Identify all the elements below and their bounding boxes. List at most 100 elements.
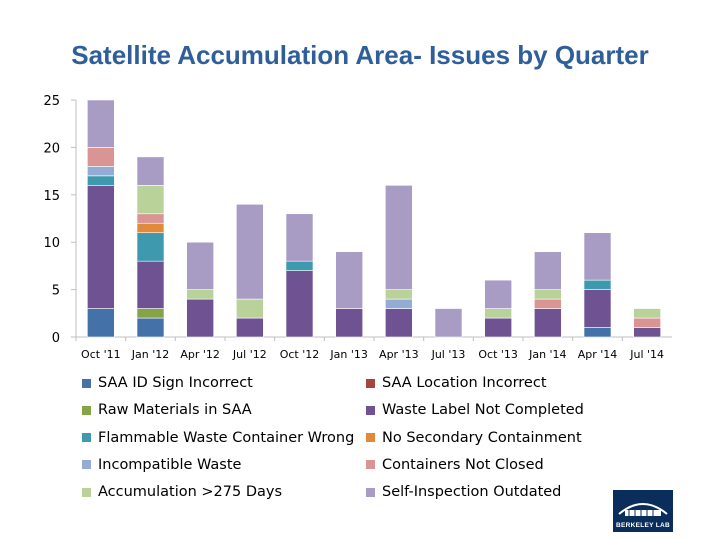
bar-segment xyxy=(583,289,612,328)
legend-item: No Secondary Containment xyxy=(366,428,582,448)
bar-segment xyxy=(136,308,165,319)
bar-segment xyxy=(136,317,165,338)
logo-text: BERKELEY LAB xyxy=(615,522,671,529)
bar-segment xyxy=(484,308,512,319)
y-tick-label: 5 xyxy=(52,284,60,299)
legend-item: Incompatible Waste xyxy=(82,455,241,475)
bar-segment xyxy=(136,260,165,309)
bar-segment xyxy=(136,232,165,262)
bar-segment xyxy=(87,166,115,177)
bar-segment xyxy=(87,308,115,338)
bar-segment xyxy=(236,298,264,319)
bar-segment xyxy=(633,308,661,319)
bar-segment xyxy=(534,308,562,338)
bar-segment xyxy=(534,289,562,300)
y-tick-label: 15 xyxy=(43,189,60,204)
legend-label: Raw Materials in SAA xyxy=(98,402,252,419)
bar-segment xyxy=(236,317,264,338)
bar-segment xyxy=(434,308,463,338)
x-tick-label: Jan '14 xyxy=(528,348,566,361)
bar-segment xyxy=(285,270,314,338)
x-tick-label: Apr '14 xyxy=(578,348,618,361)
bar-segment xyxy=(583,327,612,338)
y-tick-label: 25 xyxy=(43,94,60,109)
legend-swatch xyxy=(82,460,91,470)
legend-swatch xyxy=(82,378,91,388)
bar-segment xyxy=(484,279,512,309)
legend-label: Accumulation >275 Days xyxy=(98,484,283,501)
x-tick-label: Oct '12 xyxy=(280,348,320,361)
bar-segment xyxy=(633,317,661,328)
x-tick-label: Jul '13 xyxy=(431,348,466,361)
bar-segment xyxy=(87,175,115,186)
bar-segment xyxy=(87,147,115,167)
y-tick-label: 20 xyxy=(43,141,60,156)
y-tick-label: 0 xyxy=(52,331,60,346)
bar-segment xyxy=(534,298,562,309)
legend-item: Containers Not Closed xyxy=(366,455,544,475)
bar-segment xyxy=(633,327,661,338)
legend-label: Flammable Waste Container Wrong xyxy=(98,429,355,446)
bar-segment xyxy=(534,251,562,290)
x-axis: Oct '11 Jan '12 Apr '12 Jul '12 Oct '12 Jan '… xyxy=(75,336,672,361)
x-tick-label: Apr '13 xyxy=(379,348,419,361)
bar-segment xyxy=(87,99,115,148)
legend-label: Incompatible Waste xyxy=(98,456,242,473)
legend-swatch xyxy=(366,433,375,443)
bars xyxy=(87,99,661,338)
bar-segment xyxy=(186,289,214,300)
bar-segment xyxy=(385,308,413,338)
bar-segment xyxy=(136,222,165,234)
x-tick-label: Jul '14 xyxy=(629,348,664,361)
bar-segment xyxy=(335,308,363,338)
legend-label: SAA Location Incorrect xyxy=(382,375,547,391)
x-tick-label: Apr '12 xyxy=(180,348,220,361)
berkeley-lab-logo: BERKELEY LAB xyxy=(613,490,673,532)
legend-label: Containers Not Closed xyxy=(382,456,544,473)
x-tick-label: Jul '12 xyxy=(232,348,267,361)
bar-segment xyxy=(236,203,264,300)
x-tick-label: Jan '13 xyxy=(329,348,367,361)
y-axis: 0 5 10 15 20 25 xyxy=(43,94,77,346)
legend-label: SAA ID Sign Incorrect xyxy=(98,375,253,391)
bar-segment xyxy=(136,185,165,215)
legend-item: Self-Inspection Outdated xyxy=(366,482,561,502)
legend-swatch xyxy=(366,378,375,388)
x-tick-label: Oct '13 xyxy=(478,348,518,361)
bar-segment xyxy=(583,232,612,281)
bar-segment xyxy=(136,156,165,186)
legend-swatch xyxy=(366,487,375,497)
legend-swatch xyxy=(366,460,375,470)
bar-segment xyxy=(385,185,413,290)
legend-swatch xyxy=(82,487,91,497)
legend-item: Raw Materials in SAA xyxy=(82,400,252,420)
bar-segment xyxy=(385,289,413,300)
bar-segment xyxy=(87,185,115,309)
bar-segment xyxy=(136,213,165,224)
bar-segment xyxy=(583,279,612,290)
x-tick-label: Oct '11 xyxy=(81,348,121,361)
lab-building-icon xyxy=(618,503,668,516)
legend-item: SAA ID Sign Incorrect xyxy=(82,373,253,393)
bar-segment xyxy=(285,260,314,271)
bar-segment xyxy=(285,213,314,262)
bar-segment xyxy=(186,298,214,338)
chart-title: Satellite Accumulation Area- Issues by Q… xyxy=(71,40,649,70)
y-tick-label: 10 xyxy=(43,236,60,251)
legend-item: Accumulation >275 Days xyxy=(82,482,282,502)
bar-segment xyxy=(484,317,512,338)
legend-item: SAA Location Incorrect xyxy=(366,373,547,393)
legend-label: No Secondary Containment xyxy=(382,429,582,446)
x-tick-label: Jan '12 xyxy=(131,348,169,361)
legend-swatch xyxy=(366,405,375,415)
legend-label: Waste Label Not Completed xyxy=(382,402,584,419)
legend-label: Self-Inspection Outdated xyxy=(382,484,562,501)
bar-segment xyxy=(186,241,214,290)
legend-item: Flammable Waste Container Wrong xyxy=(82,428,354,448)
legend-swatch xyxy=(82,433,91,443)
bar-segment xyxy=(385,298,413,309)
legend-item: Waste Label Not Completed xyxy=(366,400,584,420)
legend-swatch xyxy=(82,405,91,415)
bar-segment xyxy=(335,251,363,309)
